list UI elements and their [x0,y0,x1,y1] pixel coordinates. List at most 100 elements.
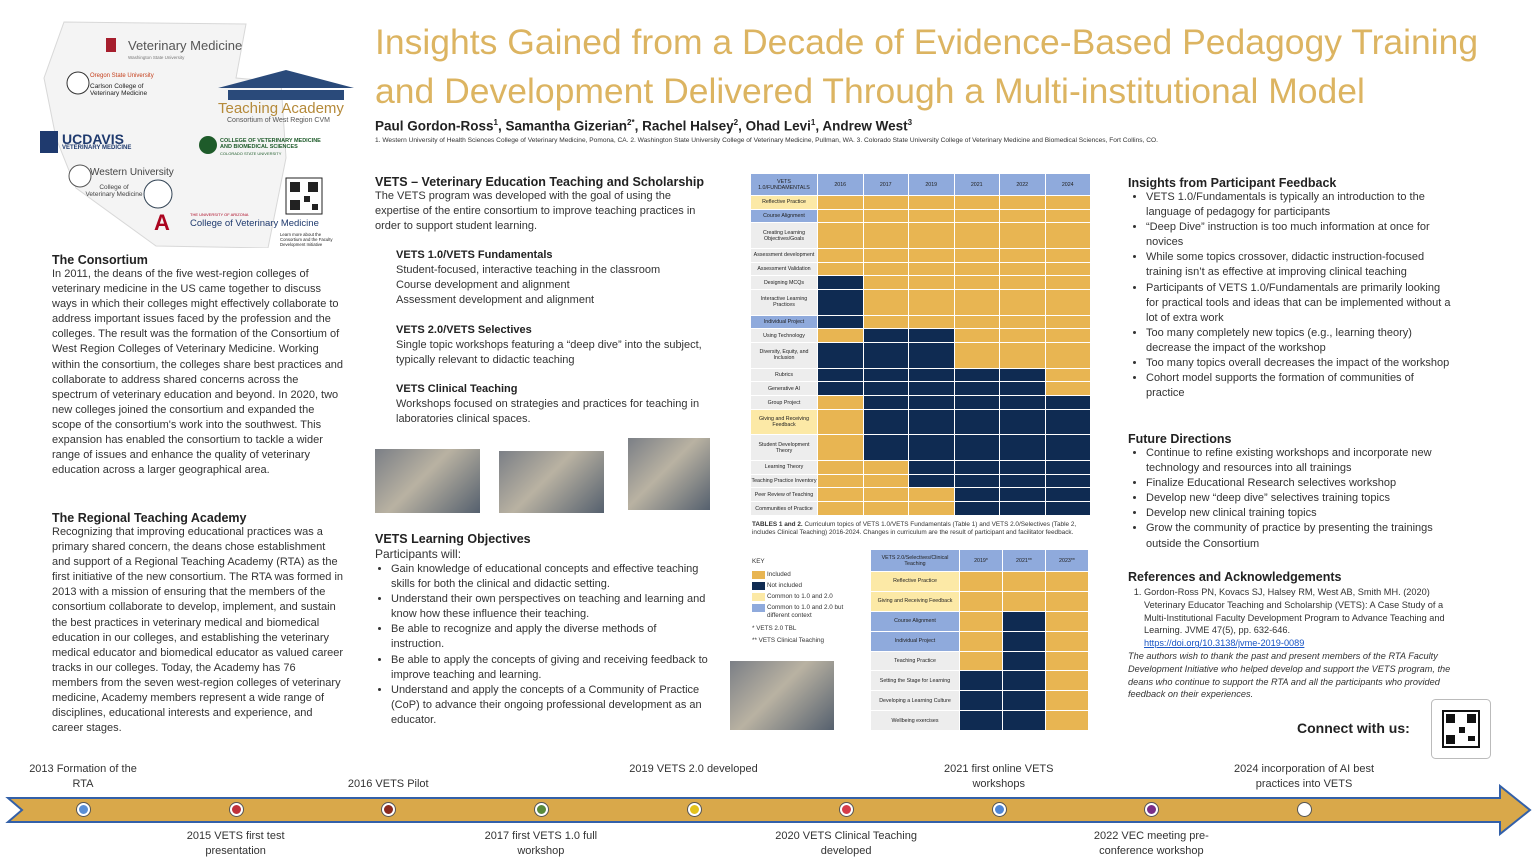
table-cell [999,473,1046,489]
table-cell [959,650,1003,672]
section-heading: References and Acknowledgements [1128,570,1342,584]
acknowledgment: The authors wish to thank the past and p… [1128,650,1451,700]
table-cell [1044,247,1091,263]
table-cell [953,459,1000,475]
table-row: Reflective Practice [870,571,1089,592]
table-cell [953,487,1000,503]
table-cell [953,275,1000,291]
timeline-dot [840,803,854,816]
bullet-item: Grow the community of practice by presen… [1146,521,1453,551]
author-name: , Andrew West [815,118,908,134]
table-cell [999,408,1046,436]
table-cell [999,247,1046,263]
row-label: Using Technology [750,328,818,344]
row-label: Setting the Stage for Learning [870,670,960,692]
table-cell [1002,630,1046,652]
wsu-shield [106,38,116,52]
table-cell [953,473,1000,489]
section-heading: The Regional Teaching Academy [52,511,247,525]
caption-text: Curriculum topics of VETS 1.0/VETS Funda… [752,521,1077,537]
table-cell [817,289,864,316]
table-row: Reflective Practice [750,195,1091,210]
arizona-a: A [154,210,170,235]
table-cell [999,222,1046,249]
osu-seal [66,71,90,95]
table-cell [1044,275,1091,291]
connect-text: Connect with us: [1297,720,1410,736]
table-cell [817,275,864,291]
photo [375,449,480,513]
table-row: Giving and Receiving Feedback [870,590,1089,612]
table-cell [953,381,1000,397]
table-cell [959,610,1003,632]
header-cell: 2024 [1044,173,1091,196]
table-cell [999,289,1046,316]
table-cell [908,275,955,291]
table-cell [999,261,1046,277]
table-row: Teaching Practice Inventory [750,473,1091,489]
table-cell [953,395,1000,410]
table-cell [953,328,1000,344]
table-cell [1044,487,1091,503]
logo-text: Western University [90,167,174,178]
table-cell [817,342,864,369]
table-cell [953,289,1000,316]
logo-text: COLLEGE OF VETERINARY MEDICINE AND BIOME… [220,138,321,150]
insights-section: Insights from Participant Feedback VETS … [1128,176,1453,401]
table-cell [953,434,1000,461]
table-cell [959,571,1003,592]
key-label: Not included [767,582,803,589]
table-row: Creating Learning Objectives/Goals [750,222,1091,249]
table-cell [1045,590,1089,612]
header-cell: 2021** [1002,549,1046,572]
table-cell [959,710,1003,731]
bullet-item: Gain knowledge of educational concepts a… [391,562,710,592]
program-name: VETS 2.0/VETS Selectives [396,323,532,336]
row-label: Developing a Learning Culture [870,690,960,712]
table-cell [817,487,864,503]
table-cell [908,395,955,410]
row-label: Giving and Receiving Feedback [870,590,960,612]
table-cell [999,367,1046,383]
table-cell [1044,501,1091,516]
table-cell [908,261,955,277]
table-row: Individual Project [750,314,1091,330]
qr-block [308,182,318,192]
table-cell [1002,650,1046,672]
table-cell [999,501,1046,516]
academy-section: The Regional Teaching Academy Recognizin… [52,511,344,736]
table-cell [953,247,1000,263]
logo-text: Learn more about the Consortium and the … [280,232,333,247]
section-heading: VETS – Veterinary Education Teaching and… [375,175,705,189]
arrow [5,783,1532,837]
reference-doi: https://doi.org/10.3138/jvme-2019-0089 [1144,638,1305,649]
author-name: Paul Gordon-Ross [375,118,494,134]
key-note: * VETS 2.0 TBL [752,625,797,632]
table-cell [1002,610,1046,632]
table-cell [908,408,955,436]
table-cell [908,342,955,369]
table-row: Course Alignment [870,610,1089,632]
author-affiliation: 2 [733,118,739,127]
map-outline [43,21,287,248]
logo-text: Veterinary Medicine [128,38,243,53]
section-heading: The Consortium [52,253,148,267]
paragraph: In 2011, the deans of the five west-regi… [52,268,344,477]
table-row: Learning Theory [750,459,1091,475]
caption-bold: TABLES 1 and 2. [752,521,803,528]
table-cell [1045,650,1089,672]
row-label: Course Alignment [870,610,960,632]
table-row: Diversity, Equity, and Inclusion [750,342,1091,369]
table-cell [817,459,864,475]
bullet-item: Finalize Educational Research selectives… [1146,476,1453,491]
logo-text: College of Veterinary Medicine [190,218,319,229]
table-cell [1045,571,1089,592]
table-cell [1044,434,1091,461]
key-item: Included [752,571,868,579]
table-cell [862,408,909,436]
academy-roof [218,70,354,88]
table-cell [908,289,955,316]
table-row: Communities of Practice [750,501,1091,516]
ucd-shield [40,131,58,153]
table-cell [908,314,955,330]
